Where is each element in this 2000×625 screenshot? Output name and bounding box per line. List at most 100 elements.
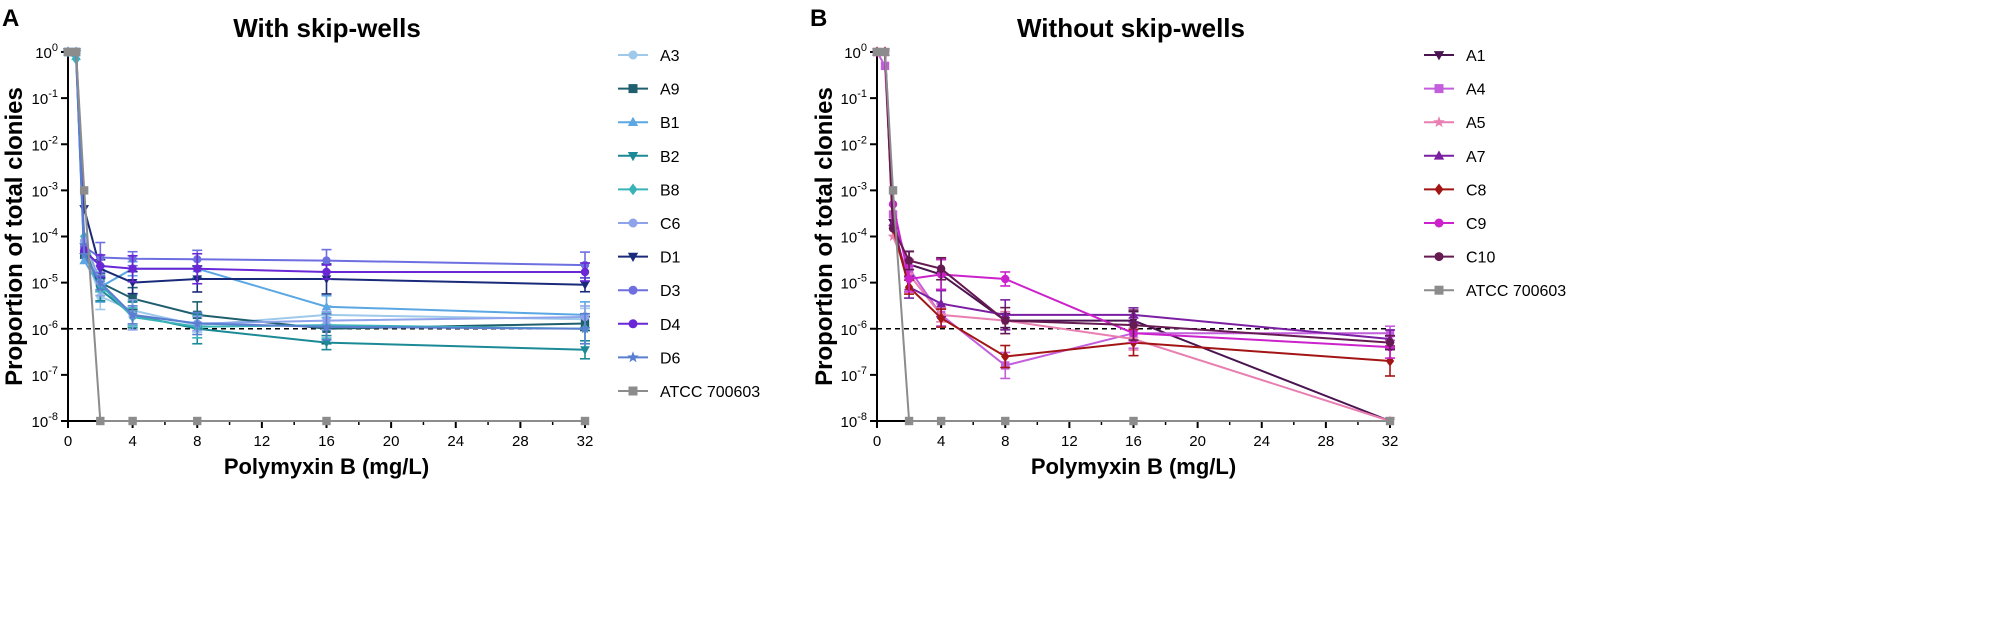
series-line [877,51,1391,422]
x-axis-label: Polymyxin B (mg/L) [1031,454,1236,479]
y-axis-label: Proportion of total clonies [1,87,28,386]
legend-entry: ATCC 700603 [1424,283,1566,300]
legend-marker [1434,252,1444,262]
legend-marker [628,285,638,295]
x-tick-label: 28 [512,433,529,450]
legend-marker [1434,84,1444,94]
legend-label: D3 [660,283,681,300]
legend-label: B2 [660,149,680,166]
data-point [96,416,105,426]
data-point [128,264,137,273]
y-tick-label: 10-8 [841,411,867,431]
x-tick-label: 12 [1061,433,1078,450]
y-tick-label: 10-2 [32,134,58,154]
data-point [79,255,89,265]
legend-marker [628,50,638,60]
data-point [1129,320,1138,330]
legend-label: D4 [660,317,681,334]
y-axis-label: Proportion of total clonies [811,87,838,386]
x-tick-label: 20 [1189,433,1206,450]
series-a1 [872,48,1395,427]
series-atcc-700603 [63,47,590,426]
y-tick-label: 10-2 [841,134,867,154]
x-tick-label: 12 [254,433,271,450]
data-point [880,47,890,57]
y-tick-label: 100 [844,42,867,62]
y-tick-label: 10-5 [32,273,58,293]
legend-entry: D3 [618,283,681,300]
legend-marker [627,116,639,127]
chart-title: Without skip-wells [1017,13,1245,43]
y-tick-label: 10-3 [841,180,867,200]
panel-b: B Without skip-wells 0 4 8 12 16 20 24 28 32 10-8 10… [810,5,1566,479]
data-point [321,321,332,332]
data-point [936,298,946,308]
data-point [321,301,332,311]
x-tick-label: 32 [577,433,594,450]
legend-label: A3 [660,48,680,65]
legend-marker [628,183,638,196]
legend-entry: C9 [1424,216,1487,233]
legend-label: D1 [660,250,681,267]
y-tick-label: 10-5 [841,273,867,293]
data-point [580,416,590,426]
series-line [68,51,585,422]
legend-entry: C10 [1424,250,1495,267]
data-point [936,312,946,324]
panel-label: B [810,5,827,32]
legend-marker [628,84,638,94]
data-point [580,346,590,355]
x-tick-label: 16 [318,433,335,450]
series-a5 [871,46,1396,426]
x-tick-label: 0 [873,433,881,450]
data-point [1001,416,1010,426]
series-atcc-700603 [872,47,1395,426]
legend-label: C10 [1466,250,1495,267]
data-point [904,256,914,265]
x-tick-label: 16 [1125,433,1142,450]
x-tick-label: 0 [64,433,72,450]
y-tick-label: 10-7 [841,365,867,385]
y-tick-label: 10-1 [32,88,58,108]
data-point [904,274,914,284]
panel-a: A With skip-wells 0 4 8 12 16 20 24 28 32 10-8 10-7 1… [1,5,760,479]
legend-label: C9 [1466,216,1487,233]
data-point [904,416,914,426]
legend-marker [1434,183,1444,196]
series-line [877,51,1390,422]
y-tick-label: 10-4 [841,227,867,247]
x-tick-label: 24 [1253,433,1270,450]
data-point [1001,274,1010,284]
data-point [71,47,81,57]
legend-marker [1433,150,1445,160]
legend-label: A1 [1466,48,1486,65]
legend-entry: C8 [1424,182,1487,199]
series-line [877,51,1391,340]
data-point [193,416,202,426]
data-point [128,294,137,303]
data-point [193,264,202,273]
data-point [63,47,73,57]
x-tick-label: 28 [1318,433,1335,450]
data-point [1001,316,1010,325]
y-tick-label: 10-8 [32,411,58,431]
legend-label: C6 [660,216,681,233]
x-tick-label: 24 [447,433,464,450]
series-d3 [63,47,590,279]
data-point [936,416,946,426]
legend-entry: D6 [618,350,681,367]
legend-entry: A1 [1424,48,1486,65]
data-point [1385,338,1395,347]
legend-label: ATCC 700603 [1466,283,1566,300]
data-point [1001,351,1010,362]
data-point [322,267,331,277]
x-axis-label: Polymyxin B (mg/L) [224,454,429,479]
data-point [1129,416,1138,426]
data-point [96,261,105,271]
legend-entry: ATCC 700603 [618,384,760,401]
y-tick-label: 10-7 [32,365,58,385]
legend-label: ATCC 700603 [660,384,760,401]
data-point [579,323,591,334]
legend-entry: A3 [618,48,680,65]
